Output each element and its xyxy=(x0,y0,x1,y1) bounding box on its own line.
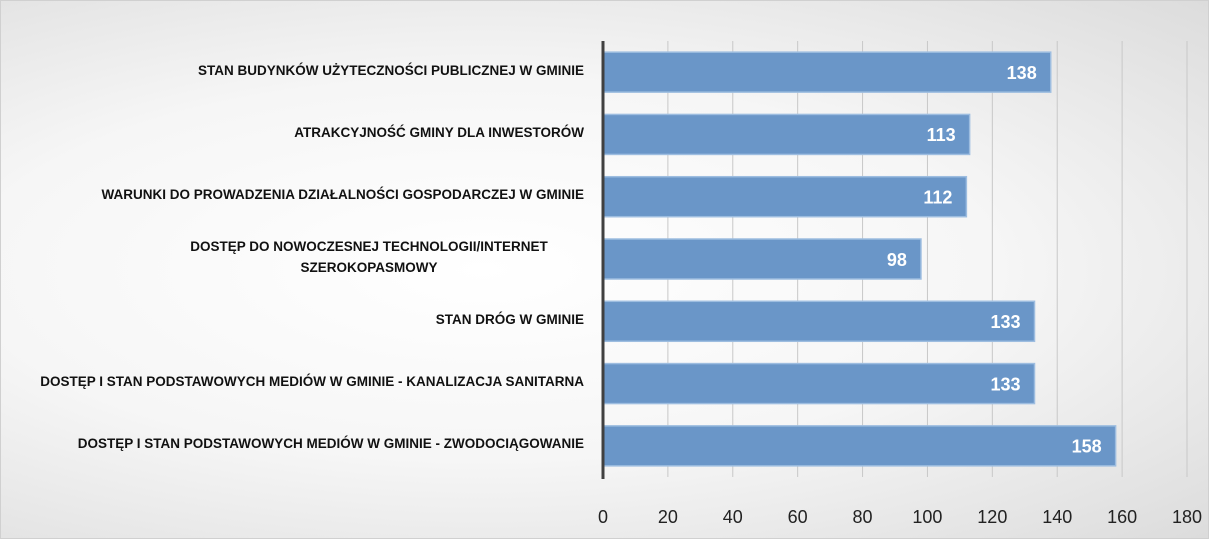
x-tick-label: 180 xyxy=(1172,507,1202,527)
x-tick-label: 60 xyxy=(788,507,808,527)
value-label: 133 xyxy=(990,374,1020,394)
category-label: DOSTĘP I STAN PODSTAWOWYCH MEDIÓW W GMIN… xyxy=(14,433,584,454)
category-label: STAN BUDYNKÓW UŻYTECZNOŚCI PUBLICZNEJ W … xyxy=(14,60,584,81)
category-text: STAN DRÓG W GMINIE xyxy=(435,311,584,327)
category-text: STAN BUDYNKÓW UŻYTECZNOŚCI PUBLICZNEJ W … xyxy=(198,62,584,78)
x-tick-label: 80 xyxy=(853,507,873,527)
x-tick-label: 140 xyxy=(1042,507,1072,527)
bar xyxy=(602,113,971,156)
value-label: 112 xyxy=(923,187,952,207)
category-text: DOSTĘP DO NOWOCZESNEJ TECHNOLOGII/INTERN… xyxy=(190,239,548,275)
x-tick-label: 120 xyxy=(977,507,1007,527)
value-label: 98 xyxy=(887,250,907,270)
value-label: 158 xyxy=(1072,437,1102,457)
x-tick-label: 40 xyxy=(723,507,743,527)
category-label: WARUNKI DO PROWADZENIA DZIAŁALNOŚCI GOSP… xyxy=(14,184,585,205)
category-text: DOSTĘP I STAN PODSTAWOWYCH MEDIÓW W GMIN… xyxy=(77,436,584,452)
category-label: DOSTĘP I STAN PODSTAWOWYCH MEDIÓW W GMIN… xyxy=(14,371,584,392)
value-label: 133 xyxy=(990,312,1020,332)
category-text: DOSTĘP I STAN PODSTAWOWYCH MEDIÓW W GMIN… xyxy=(40,374,584,390)
bar xyxy=(602,175,968,218)
x-tick-label: 160 xyxy=(1107,507,1137,527)
value-label: 113 xyxy=(927,125,956,145)
category-label: DOSTĘP DO NOWOCZESNEJ TECHNOLOGII/INTERN… xyxy=(14,236,584,278)
bar xyxy=(602,425,1117,467)
bar xyxy=(602,300,1036,343)
x-tick-label: 100 xyxy=(912,507,942,527)
category-label: ATRAKCYJNOŚĆ GMINY DLA INWESTORÓW xyxy=(14,122,584,143)
category-text: ATRAKCYJNOŚĆ GMINY DLA INWESTORÓW xyxy=(294,124,584,140)
bar xyxy=(602,362,1036,405)
category-label: STAN DRÓG W GMINIE xyxy=(14,309,584,330)
value-label: 138 xyxy=(1007,63,1037,83)
bar xyxy=(602,238,922,280)
x-tick-label: 20 xyxy=(658,507,678,527)
bar xyxy=(602,51,1052,93)
x-tick-label: 0 xyxy=(598,507,608,527)
category-text: WARUNKI DO PROWADZENIA DZIAŁALNOŚCI GOSP… xyxy=(101,187,585,203)
